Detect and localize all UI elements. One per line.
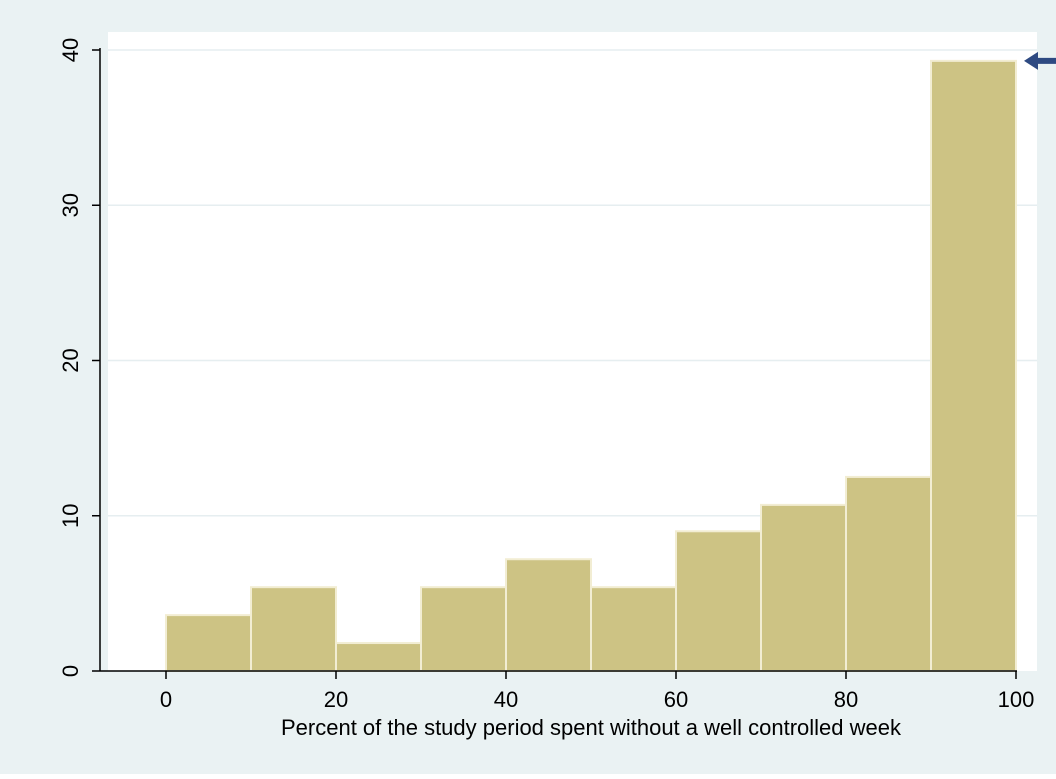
annotation-arrow — [1024, 51, 1056, 70]
y-tick-label: 10 — [58, 504, 83, 528]
histogram-bar — [675, 530, 762, 673]
histogram-bar — [505, 558, 592, 672]
histogram-bar — [590, 586, 677, 672]
x-tick-label: 80 — [834, 687, 858, 712]
axes — [92, 48, 1017, 679]
histogram-bar — [845, 475, 932, 672]
x-tick-label: 20 — [324, 687, 348, 712]
x-tick-label: 40 — [494, 687, 518, 712]
y-tick-label: 30 — [58, 193, 83, 217]
y-tick-label: 20 — [58, 348, 83, 372]
histogram-bar — [335, 642, 422, 672]
x-axis-title: Percent of the study period spent withou… — [281, 715, 902, 740]
arrow-icon — [1024, 51, 1056, 70]
histogram-bar — [930, 59, 1017, 673]
histogram-bar — [250, 586, 337, 672]
histogram-bar — [760, 503, 847, 672]
bars — [165, 59, 1017, 673]
x-tick-label: 0 — [160, 687, 172, 712]
x-tick-label: 60 — [664, 687, 688, 712]
histogram-bar — [420, 586, 507, 672]
histogram-bar — [165, 614, 252, 672]
tick-labels: 0 10 20 30 40 0 20 40 60 80 100 — [58, 38, 1034, 712]
y-tick-label: 40 — [58, 38, 83, 62]
x-tick-label: 100 — [998, 687, 1035, 712]
y-tick-label: 0 — [58, 665, 83, 677]
